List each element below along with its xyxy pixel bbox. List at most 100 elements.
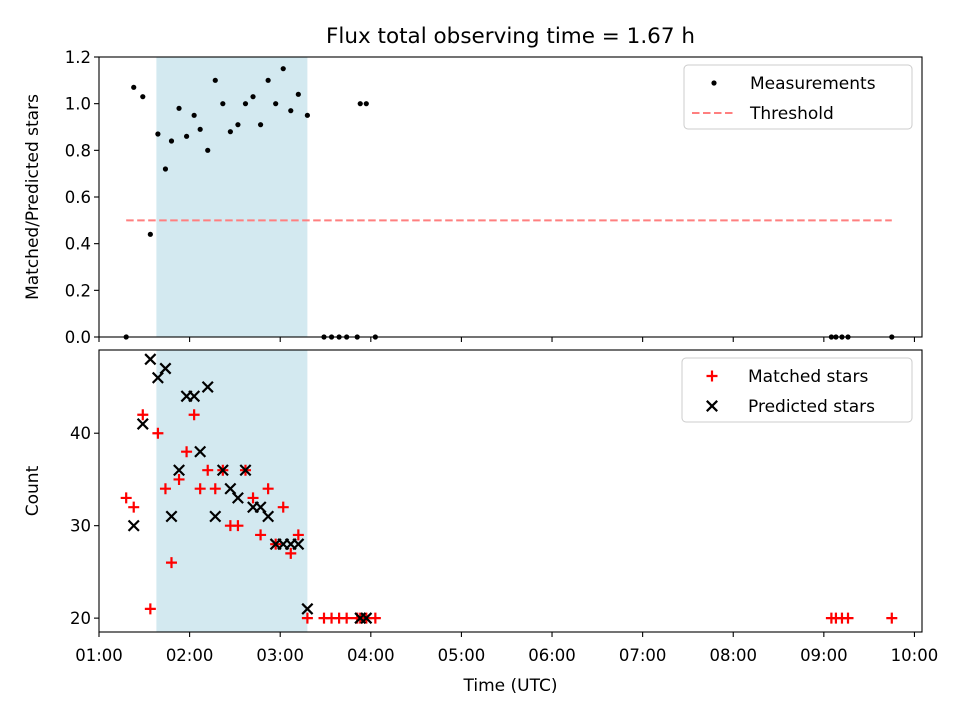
predicted-star-point: [201, 381, 214, 393]
matched-star-point: [262, 483, 274, 495]
legend: Matched stars Predicted stars: [681, 357, 913, 423]
y-tick-label: 30: [70, 517, 91, 536]
y-tick-label: 0.0: [65, 328, 91, 347]
legend-x-icon: [706, 400, 718, 412]
measurement-point: [242, 101, 249, 107]
predicted-star-point: [301, 602, 314, 615]
matched-star-point: [209, 483, 221, 495]
matched-star-point: [886, 612, 898, 624]
predicted-star-point: [136, 417, 149, 430]
measurement-point: [168, 138, 175, 144]
measurement-point: [147, 231, 153, 237]
predicted-star-point: [144, 353, 157, 366]
predicted-star-point: [165, 510, 178, 523]
measurement-point: [288, 108, 294, 114]
measurement-point: [304, 112, 310, 118]
predicted-star-point: [254, 501, 267, 514]
measurement-point: [235, 122, 241, 128]
axes-frame: [98, 349, 923, 633]
x-tick-label: 03:00: [256, 646, 304, 665]
y-tick-label: 0.6: [65, 188, 91, 207]
matched-star-point: [285, 547, 297, 559]
y-tick-label: 40: [70, 424, 91, 443]
y-tick-label: 0.8: [65, 141, 91, 160]
measurement-point: [295, 91, 301, 97]
y-axis-label: Matched/Predicted stars: [23, 94, 43, 300]
predicted-star-point: [194, 445, 207, 458]
matched-star-point: [301, 612, 313, 624]
ratio-panel: 0.0 0.2 0.4 0.6 0.8 1.0 1.2 Matched/Predicted s…: [23, 48, 923, 347]
measurement-point: [183, 133, 190, 139]
predicted-star-point: [127, 519, 140, 532]
measurement-point: [265, 77, 271, 83]
measurement-point: [140, 94, 146, 100]
measurement-point: [250, 94, 256, 100]
matched-star-point: [202, 464, 214, 476]
matched-star-point: [152, 427, 164, 439]
legend-box: [681, 357, 913, 423]
predicted-star-point: [216, 464, 229, 477]
x-axis-label: Time (UTC): [463, 676, 558, 696]
measurement-point: [191, 112, 197, 118]
y-tick-label: 1.0: [65, 95, 91, 114]
measurement-point: [197, 126, 203, 132]
x-tick-label: 10:00: [891, 646, 939, 665]
measurement-point: [363, 101, 369, 107]
legend-plus-icon: [706, 370, 718, 382]
predicted-star-point: [262, 510, 275, 523]
matched-star-point: [232, 520, 244, 532]
matched-star-point: [165, 557, 177, 569]
matched-star-point: [128, 501, 140, 513]
chart-title: Flux total observing time = 1.67 h: [326, 24, 695, 49]
matched-star-point: [247, 492, 259, 504]
x-tick-label: 05:00: [438, 646, 486, 665]
predicted-star-point: [151, 371, 164, 384]
measurement-point: [257, 122, 264, 128]
predicted-star-point: [159, 362, 172, 375]
y-axis-label: Count: [23, 465, 43, 516]
legend-dot-icon: [711, 80, 717, 86]
matched-star-point: [181, 446, 193, 458]
x-tick-label: 04:00: [347, 646, 395, 665]
measurement-point: [273, 101, 279, 107]
matched-star-point: [842, 612, 854, 624]
predicted-star-point: [209, 510, 222, 523]
measurement-point: [131, 84, 137, 90]
predicted-star-point: [231, 491, 244, 504]
matched-star-point: [369, 612, 381, 624]
legend-label: Threshold: [749, 104, 834, 124]
matched-star-point: [277, 501, 289, 513]
legend-label: Predicted stars: [748, 397, 875, 417]
count-panel: 20 30 40 01:00 02:00 03:00 04:00 05:00 06:00 07:0…: [23, 349, 939, 665]
predicted-star-point: [188, 390, 201, 403]
predicted-star-point: [360, 612, 373, 625]
predicted-star-point: [173, 464, 186, 477]
x-tick-label: 02:00: [166, 646, 214, 665]
measurement-point: [280, 66, 286, 72]
x-tick-label: 09:00: [800, 646, 848, 665]
measurement-point: [220, 101, 226, 107]
matched-star-point: [188, 409, 200, 421]
x-tick-label: 06:00: [528, 646, 576, 665]
measurement-point: [176, 105, 182, 111]
measurement-point: [357, 101, 363, 107]
measurement-point: [212, 77, 218, 83]
predicted-star-point: [224, 482, 237, 495]
measurement-point: [155, 131, 161, 137]
measurement-point: [205, 147, 211, 153]
matched-star-point: [120, 492, 132, 504]
observing-window-span: [156, 57, 308, 337]
y-tick-label: 0.2: [65, 281, 91, 300]
x-tick-label: 08:00: [709, 646, 757, 665]
predicted-star-point: [239, 464, 252, 477]
measurement-point: [227, 129, 233, 135]
y-tick-label: 1.2: [65, 48, 91, 67]
predicted-star-point: [292, 538, 305, 551]
measurement-point: [162, 166, 169, 172]
legend-box: [683, 64, 913, 130]
legend-label: Matched stars: [748, 367, 868, 387]
matched-star-point: [194, 483, 206, 495]
y-tick-label: 20: [70, 609, 91, 628]
matched-star-point: [159, 483, 171, 495]
